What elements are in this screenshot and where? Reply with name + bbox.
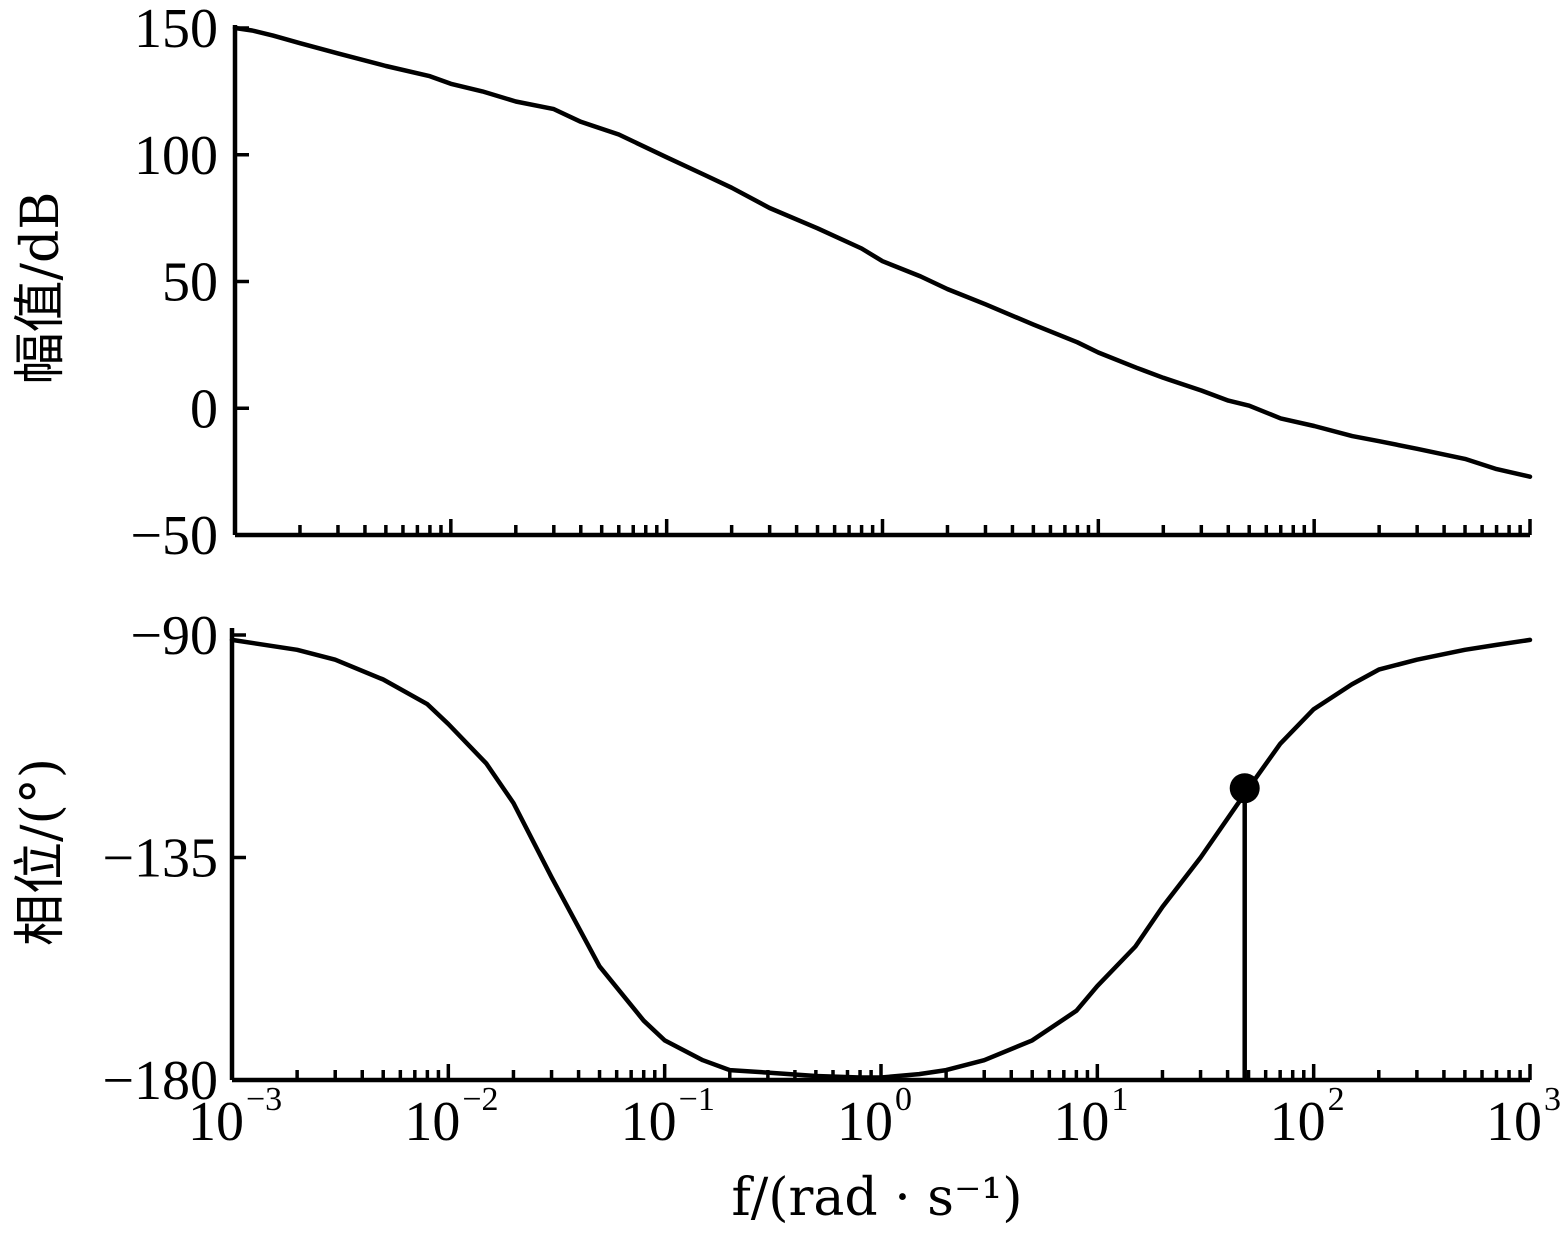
- phase-marker-point: [1229, 773, 1260, 804]
- phase-panel: −90−135−180 相位/(°) 10 −3 10 −2 10 −1 10 0 10 1 10 2…: [11, 605, 1561, 1228]
- phase-y-tick-label: −180: [102, 1050, 218, 1112]
- magnitude-y-tick-label: −50: [130, 505, 218, 567]
- x-tick-label: 10 0: [837, 1081, 912, 1153]
- magnitude-y-tick-label: 150: [134, 0, 218, 60]
- magnitude-x-ticks: [233, 519, 1532, 535]
- x-tick-label: 10 −3: [188, 1081, 282, 1153]
- x-tick-label: 10 1: [1053, 1081, 1128, 1153]
- x-tick-label-base: 10: [404, 1091, 460, 1153]
- x-tick-label-exponent: 2: [1328, 1081, 1345, 1118]
- x-tick-label: 10 2: [1270, 1081, 1345, 1153]
- phase-y-tick-label: −90: [130, 605, 218, 667]
- magnitude-panel: 150 100 50 0 −50 幅值/dB: [11, 0, 1533, 567]
- x-tick-label-base: 10: [1053, 1091, 1109, 1153]
- phase-annotation: [1229, 773, 1260, 1080]
- x-tick-label-base: 10: [1270, 1091, 1326, 1153]
- phase-y-axis-title: 相位/(°): [11, 758, 71, 946]
- x-tick-label-exponent: −2: [462, 1081, 498, 1118]
- x-tick-label-base: 10: [837, 1091, 893, 1153]
- magnitude-y-ticks: 150 100 50 0 −50: [130, 0, 249, 567]
- x-tick-label-exponent: −3: [246, 1081, 282, 1118]
- x-tick-label: 10 −2: [404, 1081, 498, 1153]
- magnitude-y-axis-title: 幅值/dB: [11, 191, 71, 384]
- magnitude-y-tick-label: 50: [162, 252, 218, 314]
- x-tick-labels: 10 −3 10 −2 10 −1 10 0 10 1 10 2 10 3: [188, 1081, 1561, 1153]
- x-tick-label-base: 10: [188, 1091, 244, 1153]
- x-tick-label-exponent: −1: [679, 1081, 715, 1118]
- x-axis-title: f/(rad · s⁻¹): [731, 1168, 1022, 1228]
- x-tick-label-base: 10: [621, 1091, 677, 1153]
- x-tick-label-base: 10: [1486, 1091, 1542, 1153]
- phase-y-ticks: −90 −135 −180: [102, 605, 246, 1112]
- magnitude-y-tick-label: 100: [134, 125, 218, 187]
- x-tick-label: 10 3: [1486, 1081, 1561, 1153]
- x-tick-label-exponent: 3: [1544, 1081, 1561, 1118]
- phase-x-ticks: [230, 1064, 1532, 1080]
- magnitude-y-tick-label: 0: [190, 378, 218, 440]
- x-tick-label-exponent: 1: [1111, 1081, 1128, 1118]
- x-tick-label-exponent: 0: [895, 1081, 912, 1118]
- phase-curve: [229, 637, 1533, 1080]
- magnitude-curve: [232, 25, 1533, 479]
- phase-y-tick-label: −135: [102, 828, 218, 890]
- x-tick-label: 10 −1: [621, 1081, 715, 1153]
